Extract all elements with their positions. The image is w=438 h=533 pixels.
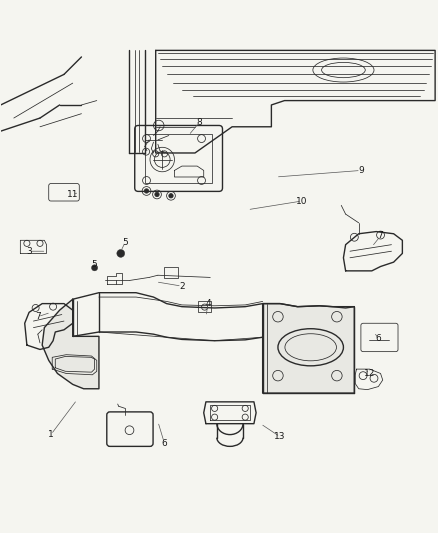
Text: 3: 3 (26, 247, 32, 256)
Text: 1: 1 (48, 430, 54, 439)
Text: 12: 12 (364, 369, 375, 378)
Text: 2: 2 (179, 281, 185, 290)
Text: 13: 13 (274, 432, 286, 441)
Bar (198, 302, 211, 312)
Text: 11: 11 (67, 190, 78, 199)
Text: 5: 5 (122, 238, 128, 247)
Text: 5: 5 (92, 260, 97, 269)
Bar (164, 268, 177, 278)
Text: 6: 6 (162, 439, 167, 448)
Circle shape (92, 265, 98, 271)
Polygon shape (42, 299, 99, 389)
Text: 7: 7 (35, 312, 41, 321)
Text: 4: 4 (205, 299, 211, 308)
Text: 9: 9 (358, 166, 364, 175)
Text: 6: 6 (375, 334, 381, 343)
Polygon shape (263, 304, 354, 393)
Text: 10: 10 (296, 197, 308, 206)
Bar (145, 134, 212, 183)
Circle shape (145, 189, 149, 193)
Text: 8: 8 (197, 118, 202, 127)
Circle shape (169, 193, 173, 198)
Text: 7: 7 (378, 231, 383, 240)
Circle shape (117, 249, 125, 257)
Circle shape (155, 192, 159, 197)
